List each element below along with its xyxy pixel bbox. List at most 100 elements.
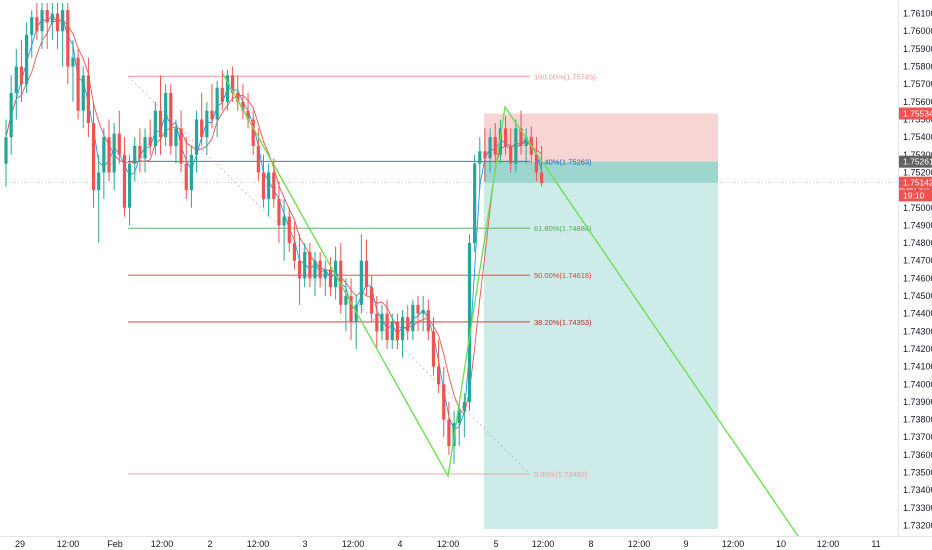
- candle-body: [205, 110, 209, 138]
- candle-body: [143, 137, 147, 159]
- price-badge-label: 1.75534: [903, 108, 932, 118]
- y-tick-label: 1.75800: [903, 62, 932, 72]
- candle-body: [86, 75, 90, 124]
- price-badge: [899, 189, 932, 202]
- price-badge-label: 19:10: [903, 190, 925, 200]
- candle-body: [406, 317, 410, 332]
- candle-body: [519, 128, 523, 146]
- candle-body: [344, 296, 348, 305]
- candle-body: [493, 137, 497, 155]
- price-badges: 1.75534 1.75261 1.75142 19:10: [899, 107, 932, 202]
- candle-body: [437, 366, 441, 385]
- candle-body: [107, 137, 111, 173]
- candle-body: [241, 101, 245, 111]
- y-tick-label: 1.74500: [903, 291, 932, 301]
- fib-level-label: 100.00%(1.75745): [534, 72, 596, 81]
- fib-level-label: 0.00%(1.73492): [534, 470, 588, 479]
- y-tick-label: 1.74900: [903, 220, 932, 230]
- y-tick-label: 1.76100: [903, 9, 932, 19]
- x-tick-label: Feb: [107, 539, 123, 549]
- candle-body: [359, 260, 363, 305]
- candle-body: [14, 66, 18, 94]
- y-tick-label: 1.75700: [903, 79, 932, 89]
- candle-body: [277, 198, 281, 226]
- candle-body: [128, 163, 132, 208]
- y-tick-label: 1.75600: [903, 97, 932, 107]
- price-axis[interactable]: 1.73200 1.73300 1.73400 1.73500 1.73600 1.737…: [903, 9, 932, 531]
- x-tick-label: 29: [15, 539, 25, 549]
- stop-zone[interactable]: [484, 113, 718, 162]
- y-tick-label: 1.73600: [903, 450, 932, 460]
- candle-body: [524, 137, 528, 146]
- candle-body: [328, 269, 333, 288]
- candle-body: [184, 163, 188, 191]
- candle-body: [164, 93, 168, 138]
- target-zone[interactable]: [484, 161, 718, 529]
- x-tick-label: 12:00: [437, 539, 460, 549]
- candle-body: [488, 137, 492, 159]
- zigzag-line[interactable]: [222, 73, 799, 537]
- candle-body: [158, 110, 163, 138]
- candle-body: [112, 133, 116, 173]
- x-tick-label: 12:00: [57, 539, 80, 549]
- candle-body: [375, 313, 379, 332]
- candle-body: [323, 269, 327, 279]
- candle-body: [174, 128, 178, 146]
- candle-body: [19, 66, 24, 85]
- open-pnl-zone: [484, 161, 718, 183]
- y-tick-label: 1.74200: [903, 344, 932, 354]
- x-tick-label: 12:00: [532, 539, 555, 549]
- candle-body: [81, 75, 85, 111]
- candle-body: [261, 172, 266, 199]
- candle-body: [349, 296, 353, 323]
- y-tick-label: 1.74700: [903, 256, 932, 266]
- candle-body: [122, 154, 127, 208]
- y-tick-label: 1.74800: [903, 238, 932, 248]
- y-tick-label: 1.75000: [903, 203, 932, 213]
- candle-body: [313, 260, 317, 279]
- y-tick-label: 1.73300: [903, 503, 932, 513]
- x-tick-label: 12:00: [817, 539, 840, 549]
- candle-body: [55, 13, 60, 32]
- time-axis[interactable]: 29 12:00 Feb 12:00 2 12:00 3 12:00 4 12:00 5 12:00 8…: [15, 539, 881, 549]
- candle-body: [267, 172, 271, 199]
- candle-body: [380, 313, 384, 332]
- candle-body: [416, 304, 420, 314]
- candle-body: [400, 317, 405, 341]
- candle-body: [256, 145, 260, 173]
- y-tick-label: 1.74000: [903, 379, 932, 389]
- fibonacci-retracement[interactable]: 100.00%(1.75745) 76.40%(1.75263) 61.80%(1.…: [127, 72, 596, 479]
- candle-body: [4, 137, 8, 164]
- candle-body: [9, 93, 13, 138]
- candle-body: [246, 110, 250, 120]
- y-tick-label: 1.75900: [903, 44, 932, 54]
- candle-body: [364, 260, 369, 288]
- candle-body: [189, 154, 193, 191]
- candle-body: [483, 151, 487, 159]
- y-tick-label: 1.73900: [903, 397, 932, 407]
- y-tick-label: 1.75200: [903, 167, 932, 177]
- y-tick-label: 1.73800: [903, 415, 932, 425]
- x-tick-label: 5: [493, 539, 498, 549]
- candle-body: [411, 304, 415, 332]
- candle-body: [231, 75, 235, 94]
- candle-body: [200, 119, 204, 138]
- zigzag-projection[interactable]: [222, 73, 799, 537]
- candle-body: [76, 57, 80, 111]
- candle-body: [431, 331, 436, 367]
- fib-level-label: 50.00%(1.74618): [534, 271, 592, 280]
- candle-body: [236, 93, 240, 102]
- x-tick-label: 4: [397, 539, 402, 549]
- x-tick-label: 12:00: [247, 539, 270, 549]
- candle-body: [426, 310, 430, 332]
- y-tick-label: 1.75500: [903, 114, 932, 124]
- candle-body: [40, 10, 44, 32]
- candle-body: [308, 251, 312, 279]
- x-tick-label: 12:00: [151, 539, 174, 549]
- candle-body: [251, 119, 255, 146]
- candle-body: [66, 10, 70, 67]
- candle-body: [354, 304, 358, 323]
- y-tick-label: 1.73700: [903, 432, 932, 442]
- candle-body: [442, 384, 446, 420]
